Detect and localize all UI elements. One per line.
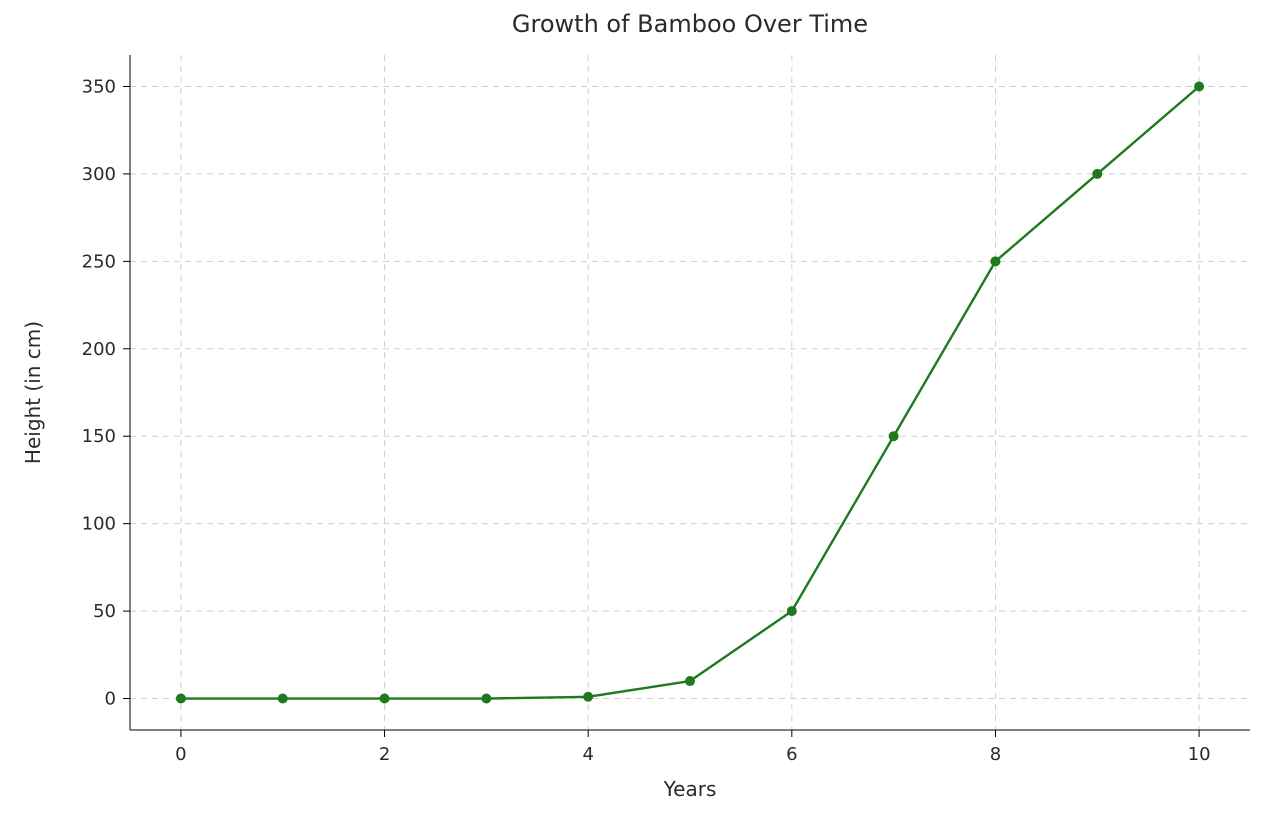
data-marker [481, 694, 491, 704]
plot-area [130, 55, 1250, 730]
data-marker [380, 694, 390, 704]
y-tick-label: 300 [82, 164, 116, 185]
data-marker [176, 694, 186, 704]
data-marker [278, 694, 288, 704]
data-marker [685, 676, 695, 686]
data-marker [1194, 81, 1204, 91]
y-tick-label: 150 [82, 426, 116, 447]
data-marker [889, 431, 899, 441]
chart-container: 0246810050100150200250300350YearsHeight … [0, 0, 1280, 823]
y-tick-label: 200 [82, 339, 116, 360]
x-axis-label: Years [663, 777, 717, 801]
data-marker [583, 692, 593, 702]
y-tick-label: 50 [93, 601, 116, 622]
y-axis-label: Height (in cm) [21, 321, 45, 464]
x-tick-label: 10 [1188, 744, 1211, 765]
x-tick-label: 2 [379, 744, 390, 765]
y-tick-label: 0 [105, 689, 116, 710]
x-tick-label: 6 [786, 744, 797, 765]
x-tick-label: 4 [582, 744, 593, 765]
y-tick-label: 350 [82, 76, 116, 97]
x-tick-label: 8 [990, 744, 1001, 765]
y-tick-label: 250 [82, 251, 116, 272]
data-marker [787, 606, 797, 616]
data-marker [1092, 169, 1102, 179]
bamboo-growth-line-chart: 0246810050100150200250300350YearsHeight … [0, 0, 1280, 823]
x-tick-label: 0 [175, 744, 186, 765]
chart-title: Growth of Bamboo Over Time [512, 10, 868, 38]
data-marker [990, 256, 1000, 266]
y-tick-label: 100 [82, 514, 116, 535]
